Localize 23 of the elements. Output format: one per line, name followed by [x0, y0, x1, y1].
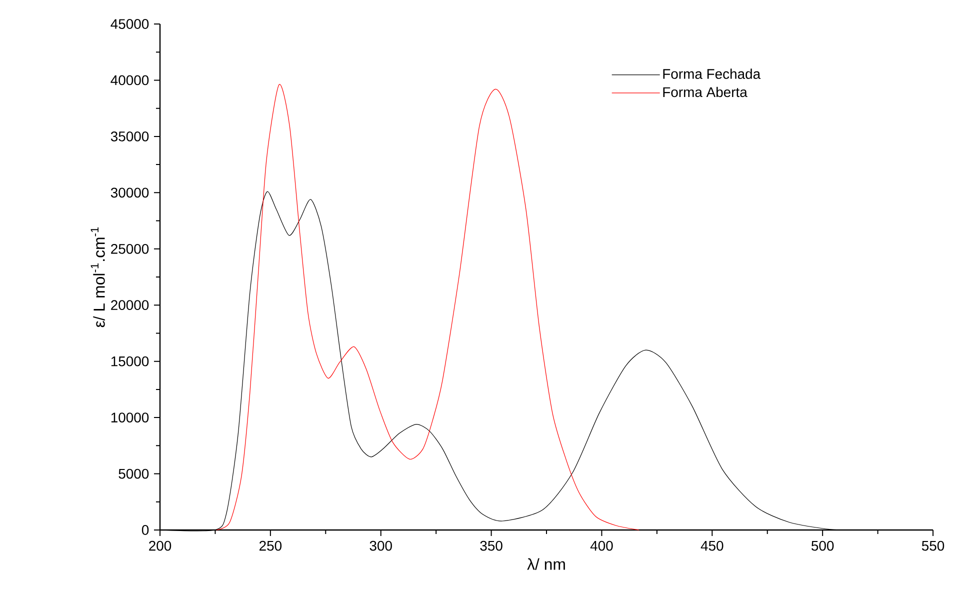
legend-label: Forma Aberta — [663, 86, 748, 98]
x-tick-label: 400 — [590, 540, 613, 551]
line-series — [216, 84, 640, 530]
x-tick-label: 550 — [922, 540, 944, 551]
y-tick-label: 15000 — [111, 356, 149, 366]
y-tick-label: 30000 — [110, 188, 149, 198]
x-tick-label: 200 — [149, 540, 172, 551]
y-tick-label: 20000 — [111, 300, 149, 310]
legend-label: Forma Fechada — [663, 68, 761, 79]
x-tick-label: 450 — [700, 540, 724, 551]
y-tick-label: 25000 — [111, 244, 149, 254]
y-tick-label: 45000 — [110, 19, 149, 29]
y-tick-label: 0 — [142, 525, 149, 535]
x-tick-label: 350 — [480, 540, 502, 551]
y-tick-label: 5000 — [118, 468, 149, 479]
x-tick-label: 500 — [812, 540, 834, 551]
x-tick-label: 250 — [260, 540, 282, 551]
y-tick-label: 10000 — [111, 412, 149, 422]
x-axis-title: λ/ nm — [527, 558, 565, 570]
y-tick-label: 35000 — [110, 131, 149, 142]
y-axis-title: ε/ L mol$^{-1}$.cm$^{-1}$ — [90, 227, 105, 328]
y-tick-label: 40000 — [110, 75, 149, 86]
x-tick-label: 300 — [370, 540, 392, 551]
